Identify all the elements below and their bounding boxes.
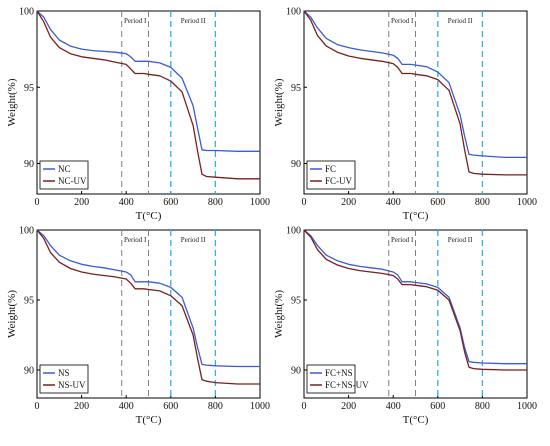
x-tick-label: 200 xyxy=(74,197,89,208)
y-tick-label: 100 xyxy=(19,7,34,18)
panel-3: 0 200 400 600 800 1000 90 95 100 T(°C) Weight(%) Pe… xyxy=(6,226,270,427)
legend-label: NC-UV xyxy=(58,176,87,186)
legend: NC NC-UV xyxy=(39,160,89,190)
x-axis-title: T(°C) xyxy=(403,414,429,426)
x-tick-label: 600 xyxy=(163,197,178,208)
legend-label: NC xyxy=(58,164,71,174)
panel-4: 0 200 400 600 800 1000 90 95 100 T(°C) Weight(%) Pe… xyxy=(273,226,537,427)
series-line-nc-uv xyxy=(36,10,260,180)
x-tick-label: 400 xyxy=(386,197,401,208)
legend-box xyxy=(39,364,89,394)
x-tick-label: 400 xyxy=(119,401,134,412)
legend-label: FC xyxy=(325,164,336,174)
panel-1: 0 200 400 600 800 1000 90 95 100 T(°C) Weight(%) Pe… xyxy=(6,7,270,223)
period-2-label: Period II xyxy=(448,17,473,25)
legend-box xyxy=(306,364,356,394)
y-tick-label: 100 xyxy=(286,7,301,18)
legend: NS NS-UV xyxy=(39,364,89,394)
x-tick-label: 600 xyxy=(430,401,445,412)
period-1-label: Period I xyxy=(124,17,147,25)
x-tick-label: 800 xyxy=(475,197,490,208)
legend-label: NS-UV xyxy=(58,380,86,390)
y-tick-label: 90 xyxy=(291,366,301,377)
x-axis-title: T(°C) xyxy=(136,210,162,222)
y-tick-label: 90 xyxy=(24,366,34,377)
x-tick-label: 0 xyxy=(302,401,307,412)
x-tick-label: 800 xyxy=(208,197,223,208)
y-tick-label: 95 xyxy=(24,83,34,94)
legend-label: NS xyxy=(58,368,70,378)
y-tick-label: 95 xyxy=(291,296,301,307)
y-tick-label: 90 xyxy=(24,159,34,170)
x-tick-label: 400 xyxy=(386,401,401,412)
x-tick-label: 600 xyxy=(163,401,178,412)
legend: FC+NS FC+NS-UV xyxy=(306,364,369,394)
x-tick-label: 200 xyxy=(74,401,89,412)
series-line-ns-uv xyxy=(36,229,260,385)
x-tick-label: 800 xyxy=(475,401,490,412)
x-tick-label: 1000 xyxy=(250,197,270,208)
series-line-fc xyxy=(303,10,527,159)
legend: FC FC-UV xyxy=(306,160,356,190)
x-tick-label: 1000 xyxy=(250,401,270,412)
x-tick-label: 400 xyxy=(119,197,134,208)
period-1-label: Period I xyxy=(124,236,147,244)
y-tick-label: 95 xyxy=(24,296,34,307)
period-2-label: Period II xyxy=(181,17,206,25)
legend-label: FC-UV xyxy=(325,176,353,186)
y-axis-title: Weight(%) xyxy=(273,78,285,126)
x-tick-label: 1000 xyxy=(517,197,537,208)
y-tick-label: 100 xyxy=(286,226,301,237)
x-axis-title: T(°C) xyxy=(403,210,429,222)
series-line-ns xyxy=(36,229,260,368)
x-tick-label: 200 xyxy=(341,401,356,412)
x-tick-label: 200 xyxy=(341,197,356,208)
series-line-fc-uv xyxy=(303,10,527,176)
x-axis-title: T(°C) xyxy=(136,414,162,426)
x-tick-label: 600 xyxy=(430,197,445,208)
panel-2: 0 200 400 600 800 1000 90 95 100 T(°C) Weight(%) Pe… xyxy=(273,7,537,223)
y-tick-label: 100 xyxy=(19,226,34,237)
period-2-label: Period II xyxy=(181,236,206,244)
x-tick-label: 1000 xyxy=(517,401,537,412)
x-tick-label: 0 xyxy=(35,197,40,208)
series-line-nc xyxy=(36,10,260,152)
legend-label: FC+NS xyxy=(325,368,353,378)
period-1-label: Period I xyxy=(391,236,414,244)
x-tick-label: 0 xyxy=(35,401,40,412)
y-axis-title: Weight(%) xyxy=(273,290,285,338)
legend-box xyxy=(39,160,89,190)
y-axis-title: Weight(%) xyxy=(6,78,18,126)
y-axis-title: Weight(%) xyxy=(6,290,18,338)
y-tick-label: 95 xyxy=(291,83,301,94)
period-2-label: Period II xyxy=(448,236,473,244)
series-line-fc-ns xyxy=(303,229,527,365)
x-tick-label: 800 xyxy=(208,401,223,412)
y-tick-label: 90 xyxy=(291,159,301,170)
legend-box xyxy=(306,160,356,190)
period-1-label: Period I xyxy=(391,17,414,25)
legend-label: FC+NS-UV xyxy=(325,380,369,390)
x-tick-label: 0 xyxy=(302,197,307,208)
series-line-fc-ns-uv xyxy=(303,229,527,371)
